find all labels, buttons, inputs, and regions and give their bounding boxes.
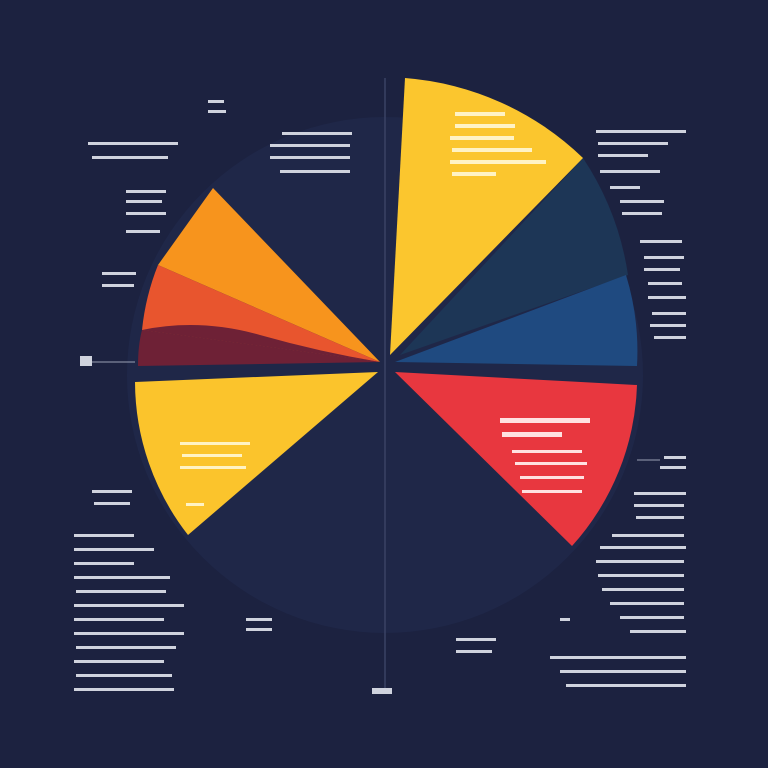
wedge-dark-teal xyxy=(400,158,628,355)
text-block xyxy=(450,112,546,176)
wedge-orange xyxy=(158,188,380,362)
wedge-red xyxy=(395,372,637,546)
wedge-maroon-edge xyxy=(138,330,380,366)
wedge-maroon xyxy=(138,325,380,366)
wedge-blue xyxy=(395,275,638,366)
wedge-yellow-left xyxy=(135,372,378,535)
text-block xyxy=(74,100,686,694)
text-block xyxy=(500,418,590,493)
text-block xyxy=(180,442,250,506)
wedge-yellow-top xyxy=(390,78,583,355)
